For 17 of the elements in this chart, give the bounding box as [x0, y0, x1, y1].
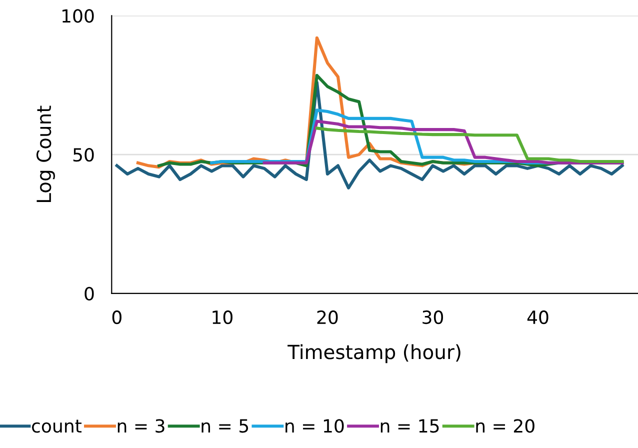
x-tick-label: 20 [317, 310, 338, 324]
y-axis-title: Log Count [36, 106, 55, 202]
line-series [315, 126, 624, 164]
y-tick-label: 100 [62, 9, 94, 23]
x-tick-label: 0 [112, 310, 122, 324]
legend-label: n = 10 [286, 419, 344, 433]
x-tick-label: 30 [422, 310, 444, 324]
legend-label: count [32, 420, 82, 433]
legend-label: n = 3 [118, 419, 164, 433]
legend-label: n = 5 [202, 419, 248, 433]
legend-label: n = 20 [476, 419, 534, 433]
legend-label: n = 15 [380, 419, 439, 433]
y-tick-label: 50 [73, 148, 94, 162]
y-tick-label: 0 [84, 286, 94, 301]
x-tick-label: 10 [212, 310, 232, 324]
x-tick-label: 40 [527, 310, 548, 324]
x-axis-title: Timestamp (hour) [288, 344, 460, 364]
